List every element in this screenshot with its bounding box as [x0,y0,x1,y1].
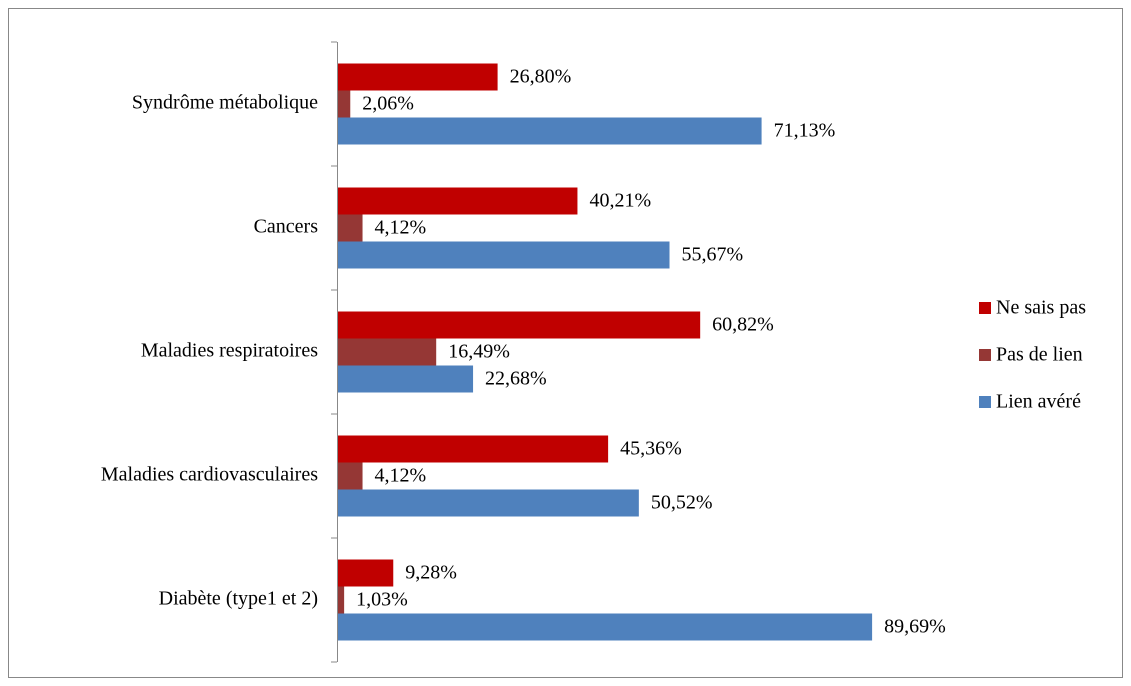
legend-swatch [979,302,991,314]
category-label: Maladies cardiovasculaires [101,464,318,486]
value-label: 45,36% [620,438,682,460]
legend-swatch [979,349,991,361]
bar [338,365,474,393]
bar [338,435,609,463]
bar [338,241,670,269]
category-label: Maladies respiratoires [141,340,318,362]
value-label: 60,82% [712,314,774,336]
bar [338,63,498,91]
legend-swatch [979,396,991,408]
value-label: 4,12% [375,217,427,239]
value-label: 16,49% [448,341,510,363]
value-label: 71,13% [774,120,836,142]
bar [338,187,578,215]
legend-label: Lien avéré [996,391,1081,413]
bar [338,90,351,118]
value-label: 1,03% [356,589,408,611]
value-label: 89,69% [884,616,946,638]
bar [338,489,639,517]
value-label: 55,67% [682,244,744,266]
legend-label: Ne sais pas [996,297,1086,319]
category-label: Syndrôme métabolique [132,92,318,114]
bar [338,559,394,587]
bar [338,586,345,614]
category-label: Cancers [254,216,319,238]
legend-label: Pas de lien [996,344,1083,366]
bar [338,613,873,641]
category-label: Diabète (type1 et 2) [159,588,318,610]
bar [338,117,762,145]
value-label: 50,52% [651,492,713,514]
value-label: 26,80% [510,66,572,88]
bar [338,311,701,339]
value-label: 22,68% [485,368,547,390]
value-label: 2,06% [362,93,414,115]
bar [338,338,437,366]
value-label: 9,28% [405,562,457,584]
bar [338,214,363,242]
bar [338,462,363,490]
value-label: 40,21% [589,190,651,212]
value-label: 4,12% [375,465,427,487]
